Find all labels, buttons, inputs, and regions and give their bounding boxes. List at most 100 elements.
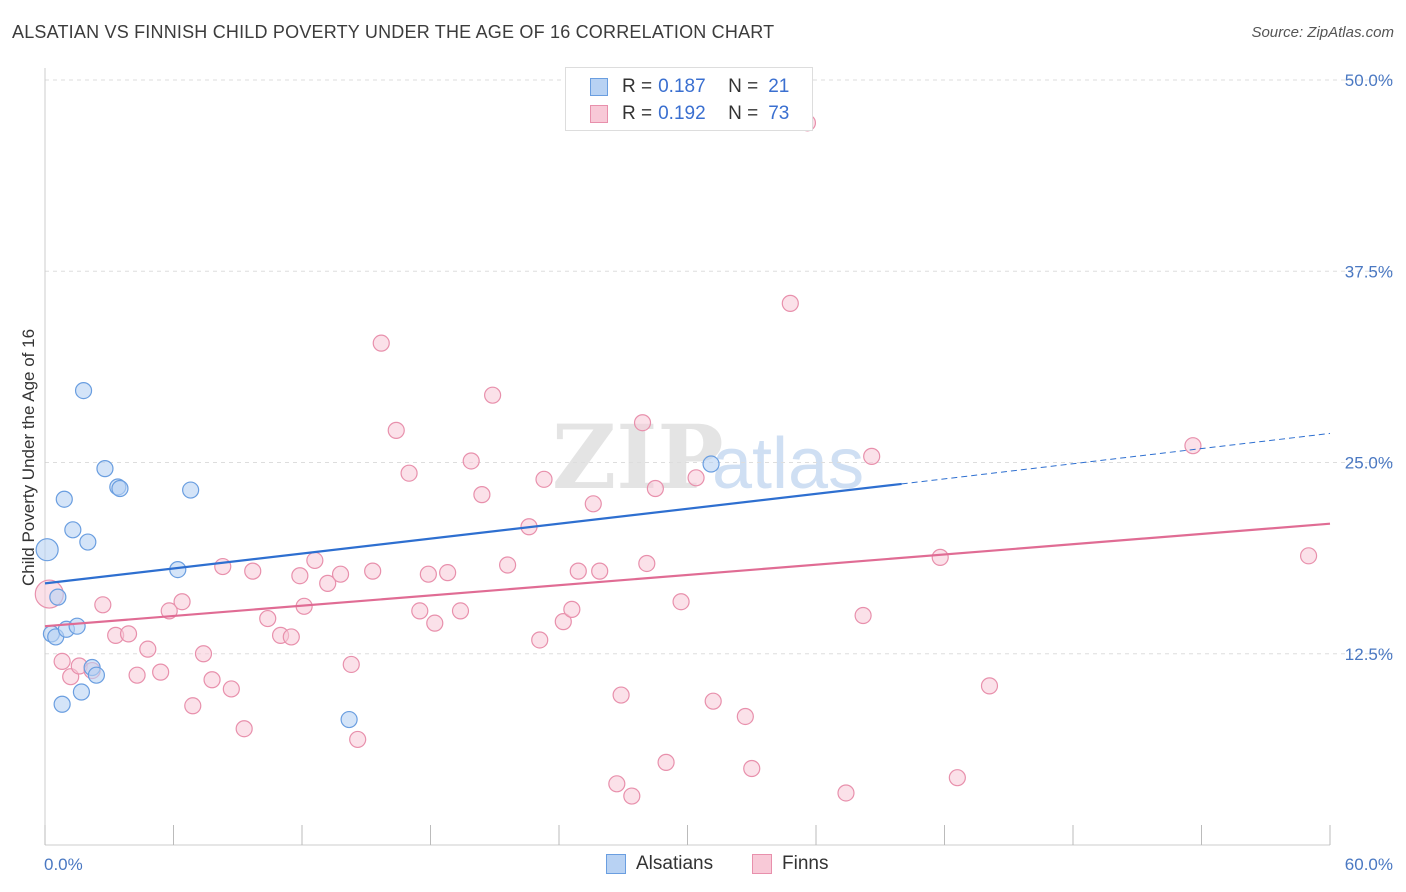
alsatians-r-label: R = xyxy=(622,76,653,97)
alsatians-legend-label: Alsatians xyxy=(636,853,714,874)
finns-point xyxy=(119,625,138,643)
finns-point xyxy=(419,565,437,583)
finns-point xyxy=(291,567,309,585)
finns-point xyxy=(743,759,761,778)
finns-point xyxy=(235,720,253,738)
source-label: Source: ZipAtlas.com xyxy=(1251,24,1394,41)
finns-point xyxy=(980,677,999,695)
finns-point xyxy=(704,692,722,710)
finns-point xyxy=(282,628,300,646)
alsatians-point xyxy=(182,481,200,499)
finns-n-label: N = xyxy=(728,103,759,124)
finns-point xyxy=(863,447,881,465)
alsatians-point xyxy=(49,588,67,606)
finns-point xyxy=(623,787,641,805)
finns-point xyxy=(499,556,517,574)
finns-legend-label: Finns xyxy=(782,853,829,874)
x-tick-label-max: 60.0% xyxy=(1345,855,1393,874)
y-tick-label: 25.0% xyxy=(1345,454,1393,473)
finns-point xyxy=(931,548,949,566)
finns-point xyxy=(837,784,855,802)
finns-point xyxy=(1184,437,1202,455)
finns-point xyxy=(672,593,690,611)
alsatians-point xyxy=(111,479,129,498)
finns-point xyxy=(349,730,367,749)
finns-point xyxy=(736,707,754,726)
finns-point xyxy=(259,609,277,628)
finns-point xyxy=(53,652,71,671)
finns-point xyxy=(411,602,429,620)
finns-point xyxy=(194,645,213,663)
x-tick-label-min: 0.0% xyxy=(44,855,83,874)
finns-point xyxy=(400,464,418,482)
finns-point xyxy=(173,593,191,611)
finns-swatch xyxy=(590,105,608,123)
alsatians-point xyxy=(55,490,73,508)
alsatians-legend-swatch xyxy=(606,854,626,874)
alsatians-trend-extension xyxy=(901,432,1331,485)
finns-legend-swatch xyxy=(752,854,772,874)
finns-point xyxy=(948,769,966,787)
x-tick-labels: 0.0% 60.0% xyxy=(44,855,1393,874)
finns-point xyxy=(128,666,146,684)
finns-point xyxy=(364,562,382,580)
finns-n-value: 73 xyxy=(768,103,790,124)
alsatians-point xyxy=(702,455,720,473)
finns-point xyxy=(687,469,705,487)
finns-point xyxy=(342,655,360,674)
finns-point xyxy=(214,557,232,576)
finns-trend-line xyxy=(44,522,1331,628)
finns-point xyxy=(781,294,799,312)
finns-point xyxy=(184,697,202,715)
alsatians-point xyxy=(35,538,59,562)
finns-point xyxy=(633,414,652,432)
finns-r-value: 0.192 xyxy=(658,103,706,124)
alsatians-point xyxy=(53,695,71,713)
bottom-legend-finns: Finns xyxy=(752,852,828,876)
y-axis-label: Child Poverty Under the Age of 16 xyxy=(19,329,38,586)
finns-point xyxy=(612,686,630,704)
finns-point xyxy=(94,596,112,614)
finns-point xyxy=(319,574,337,592)
finns-point xyxy=(535,470,553,488)
finns-point xyxy=(306,551,324,570)
finns-point xyxy=(451,602,470,620)
finns-point xyxy=(473,486,491,504)
finns-point xyxy=(608,775,626,793)
finns-point xyxy=(554,613,572,631)
y-tick-label: 37.5% xyxy=(1345,262,1393,281)
finns-point xyxy=(569,562,587,580)
axes xyxy=(44,68,1331,846)
finns-point xyxy=(439,564,457,582)
finns-point xyxy=(244,562,262,580)
y-tick-label: 12.5% xyxy=(1345,645,1393,664)
finns-point xyxy=(591,562,609,580)
chart-title: ALSATIAN VS FINNISH CHILD POVERTY UNDER … xyxy=(12,22,775,42)
alsatians-point xyxy=(87,666,106,684)
finns-point xyxy=(426,614,444,632)
y-tick-labels: 12.5% 25.0% 37.5% 50.0% xyxy=(1345,71,1393,664)
finns-point xyxy=(372,334,390,352)
alsatians-point xyxy=(340,710,358,729)
finns-point xyxy=(563,600,581,618)
finns-r-label: R = xyxy=(622,103,653,124)
bottom-legend-alsatians: Alsatians xyxy=(606,852,713,876)
stats-legend: R = 0.187 N = 21 R = 0.192 N = 73 xyxy=(565,67,813,131)
finns-point xyxy=(462,452,480,470)
legend-row-alsatians: R = 0.187 N = 21 xyxy=(590,75,789,99)
alsatians-swatch xyxy=(590,78,608,96)
finns-point xyxy=(484,386,502,404)
finns-point xyxy=(646,479,664,498)
trend-lines xyxy=(44,432,1331,628)
alsatians-trend-line xyxy=(44,482,902,585)
finns-point xyxy=(331,565,350,583)
finns-point xyxy=(854,606,872,625)
finns-point xyxy=(657,753,675,771)
alsatians-point xyxy=(72,683,91,701)
finns-point xyxy=(387,421,405,439)
finns-point xyxy=(531,631,549,649)
alsatians-points xyxy=(35,381,720,729)
finns-point xyxy=(222,680,240,698)
finns-point xyxy=(152,663,170,681)
